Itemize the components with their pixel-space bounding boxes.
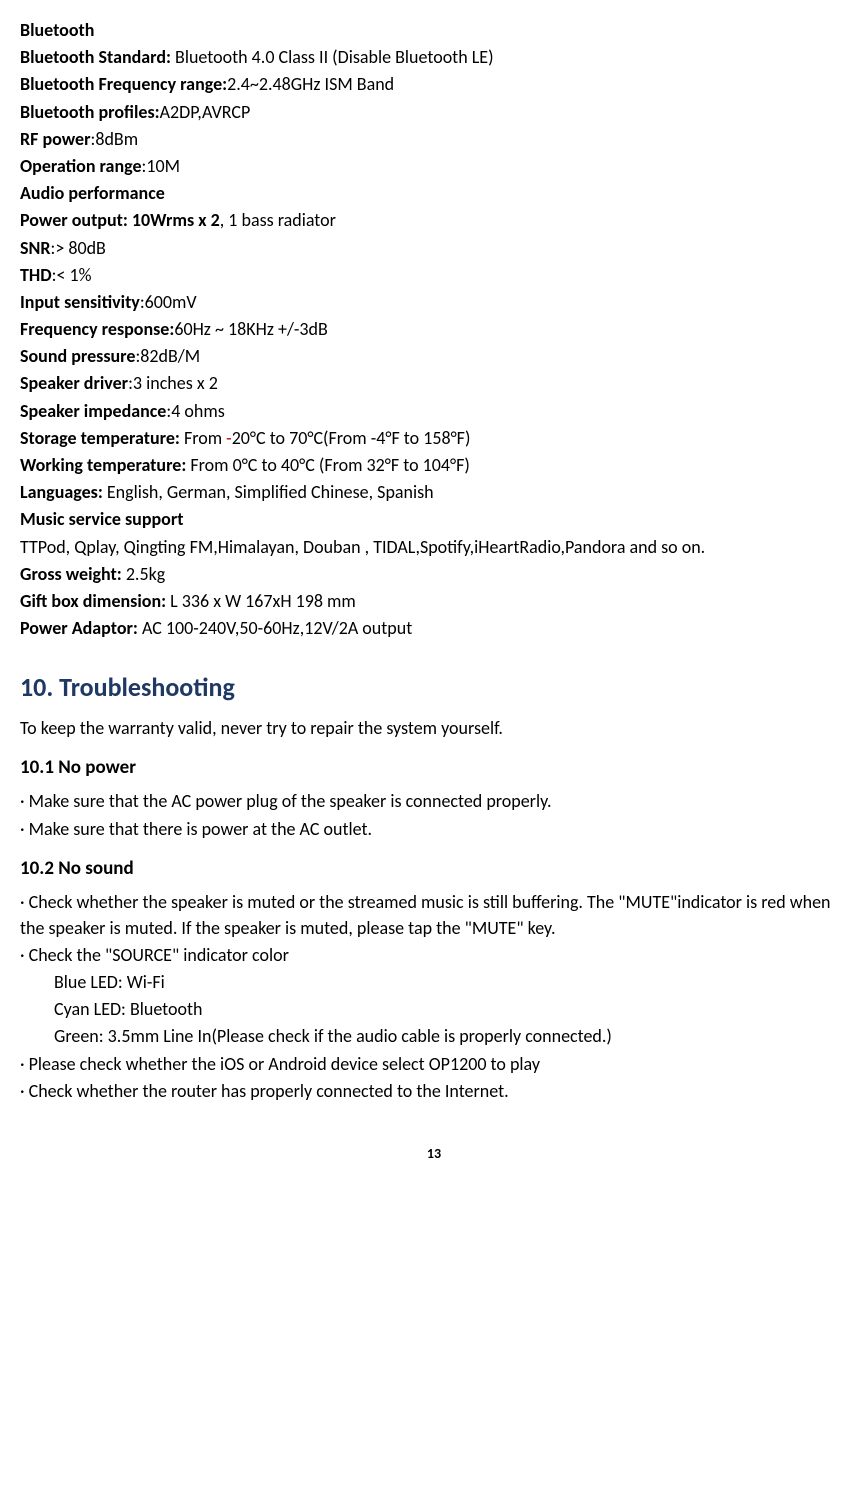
power-output-line: Power output: 10Wrms x 2, 1 bass radiato… (20, 208, 848, 233)
bt-profiles-line: Bluetooth profiles:A2DP,AVRCP (20, 100, 848, 125)
input-sens-value: :600mV (140, 291, 197, 313)
no-power-title: 10.1 No power (20, 755, 848, 782)
specifications-section: Bluetooth Bluetooth Standard: Bluetooth … (20, 18, 848, 641)
storage-temp-label: Storage temperature: (20, 427, 184, 449)
rf-power-value: :8dBm (91, 128, 139, 150)
speaker-imp-value: :4 ohms (166, 400, 224, 422)
gift-box-value: L 336 x W 167xH 198 mm (170, 590, 356, 612)
no-sound-bullet-1: · Check whether the speaker is muted or … (20, 890, 848, 940)
snr-line: SNR:> 80dB (20, 236, 848, 261)
input-sens-label: Input sensitivity (20, 291, 140, 313)
working-temp-label: Working temperature: (20, 454, 190, 476)
bt-freq-label: Bluetooth Frequency range: (20, 73, 227, 95)
gift-box-label: Gift box dimension: (20, 590, 170, 612)
snr-value: :> 80dB (51, 237, 106, 259)
op-range-line: Operation range:10M (20, 154, 848, 179)
power-adaptor-line: Power Adaptor: AC 100-240V,50-60Hz,12V/2… (20, 616, 848, 641)
op-range-value: :10M (142, 155, 180, 177)
bt-standard-line: Bluetooth Standard: Bluetooth 4.0 Class … (20, 45, 848, 70)
no-sound-bullet-3: · Please check whether the iOS or Androi… (20, 1052, 848, 1077)
gift-box-line: Gift box dimension: L 336 x W 167xH 198 … (20, 589, 848, 614)
no-sound-sub-2: Cyan LED: Bluetooth (20, 997, 848, 1022)
working-temp-line: Working temperature: From 0°C to 40°C (F… (20, 453, 848, 478)
languages-line: Languages: English, German, Simplified C… (20, 480, 848, 505)
power-output-value: , 1 bass radiator (220, 209, 336, 231)
troubleshooting-intro: To keep the warranty valid, never try to… (20, 716, 848, 741)
no-power-bullet-2: · Make sure that there is power at the A… (20, 817, 848, 842)
gross-weight-label: Gross weight: (20, 563, 126, 585)
no-sound-title: 10.2 No sound (20, 856, 848, 883)
no-power-bullet-1: · Make sure that the AC power plug of th… (20, 789, 848, 814)
power-output-label: Power output: 10Wrms x 2 (20, 209, 220, 231)
bt-standard-label: Bluetooth Standard: (20, 46, 171, 68)
speaker-driver-line: Speaker driver:3 inches x 2 (20, 371, 848, 396)
thd-label: THD (20, 264, 52, 286)
bt-freq-line: Bluetooth Frequency range:2.4~2.48GHz IS… (20, 72, 848, 97)
speaker-imp-line: Speaker impedance:4 ohms (20, 399, 848, 424)
freq-resp-label: Frequency response: (20, 318, 174, 340)
page-number: 13 (20, 1144, 848, 1164)
storage-temp-rest: 20°C to 70°C(From -4°F to 158°F) (232, 427, 471, 449)
speaker-driver-label: Speaker driver (20, 372, 128, 394)
bt-standard-value: Bluetooth 4.0 Class II (Disable Bluetoot… (171, 46, 494, 68)
thd-line: THD:< 1% (20, 263, 848, 288)
power-adaptor-label: Power Adaptor: (20, 617, 142, 639)
input-sens-line: Input sensitivity:600mV (20, 290, 848, 315)
sound-press-line: Sound pressure:82dB/M (20, 344, 848, 369)
rf-power-line: RF power:8dBm (20, 127, 848, 152)
bt-profiles-value: A2DP,AVRCP (160, 101, 251, 123)
sound-press-label: Sound pressure (20, 345, 135, 367)
no-sound-bullet-4: · Check whether the router has properly … (20, 1079, 848, 1104)
no-sound-sub-1: Blue LED: Wi-Fi (20, 970, 848, 995)
power-adaptor-value: AC 100-240V,50-60Hz,12V/2A output (142, 617, 412, 639)
no-sound-bullet-2: · Check the "SOURCE" indicator color (20, 943, 848, 968)
thd-value: :< 1% (52, 264, 92, 286)
bt-freq-value: 2.4~2.48GHz ISM Band (227, 73, 394, 95)
music-service-heading: Music service support (20, 507, 848, 532)
gross-weight-line: Gross weight: 2.5kg (20, 562, 848, 587)
no-sound-sub-3: Green: 3.5mm Line In(Please check if the… (20, 1024, 848, 1049)
languages-value: English, German, Simplified Chinese, Spa… (107, 481, 434, 503)
sound-press-value: :82dB/M (135, 345, 200, 367)
speaker-driver-value: :3 inches x 2 (128, 372, 218, 394)
gross-weight-value: 2.5kg (126, 563, 165, 585)
freq-resp-value: 60Hz ~ 18KHz +/-3dB (174, 318, 327, 340)
languages-label: Languages: (20, 481, 107, 503)
speaker-imp-label: Speaker impedance (20, 400, 166, 422)
freq-resp-line: Frequency response:60Hz ~ 18KHz +/-3dB (20, 317, 848, 342)
troubleshooting-title: 10. Troubleshooting (20, 669, 848, 705)
working-temp-value: From 0°C to 40°C (From 32°F to 104°F) (190, 454, 469, 476)
storage-temp-line: Storage temperature: From -20°C to 70°C(… (20, 426, 848, 451)
bt-profiles-label: Bluetooth profiles: (20, 101, 160, 123)
snr-label: SNR (20, 237, 51, 259)
music-service-value: TTPod, Qplay, Qingting FM,Himalayan, Dou… (20, 535, 848, 560)
bluetooth-heading: Bluetooth (20, 18, 848, 43)
op-range-label: Operation range (20, 155, 142, 177)
storage-temp-pre: From (184, 427, 226, 449)
rf-power-label: RF power (20, 128, 91, 150)
audio-perf-heading: Audio performance (20, 181, 848, 206)
